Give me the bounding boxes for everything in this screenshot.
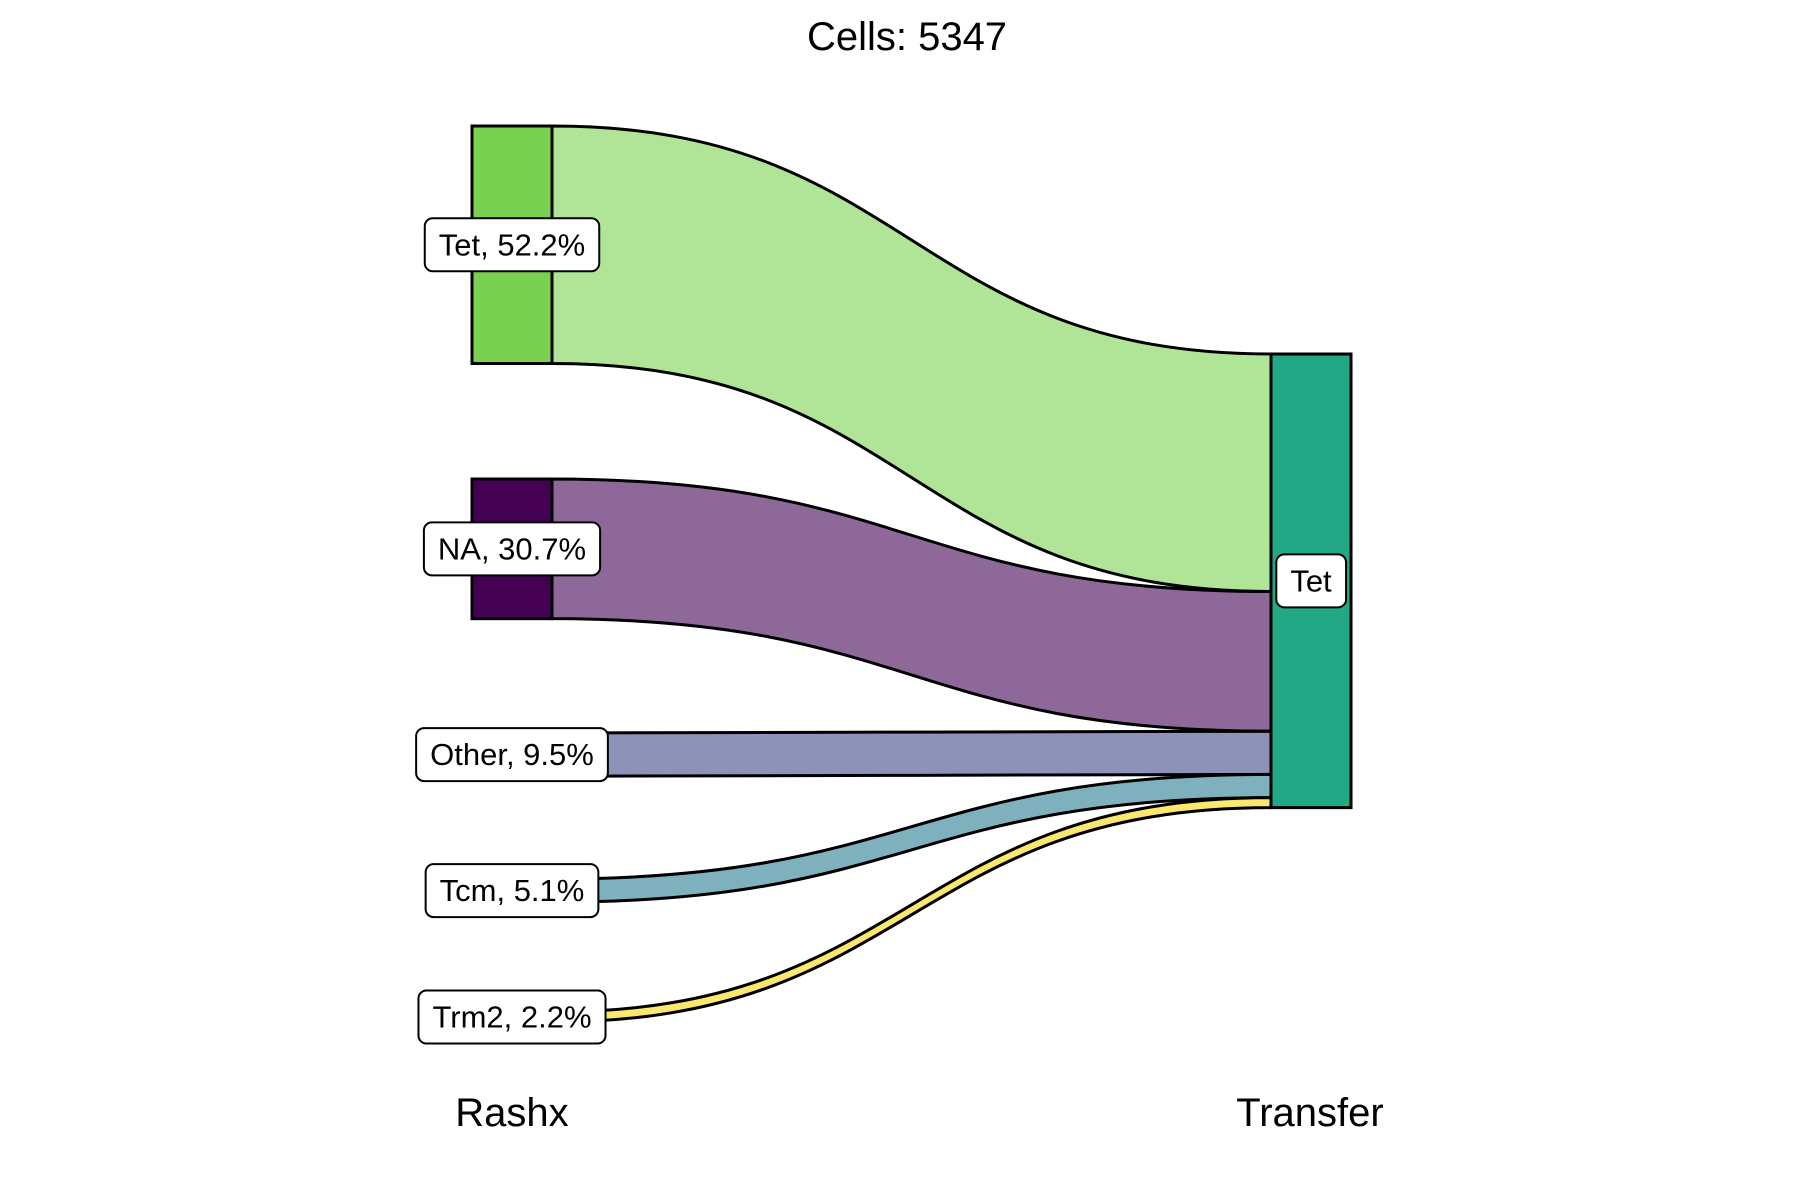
chart-title: Cells: 5347 bbox=[807, 15, 1007, 59]
source-trm2-label-group: Trm2, 2.2% bbox=[417, 989, 607, 1045]
source-tet-label-group: Tet, 52.2% bbox=[423, 217, 601, 273]
flow-other-to-tet bbox=[550, 729, 1273, 778]
source-na-label-group: NA, 30.7% bbox=[422, 521, 602, 577]
axis-label-transfer: Transfer bbox=[1236, 1091, 1383, 1135]
source-tet-label-box bbox=[423, 217, 601, 273]
source-other-label-group: Other, 9.5% bbox=[415, 727, 609, 783]
source-other-label-box bbox=[415, 727, 609, 783]
source-na-label: NA, 30.7% bbox=[438, 531, 586, 566]
source-trm2-label-box bbox=[417, 989, 607, 1045]
source-other-label: Other, 9.5% bbox=[430, 737, 594, 772]
target-tet-label: Tet bbox=[1290, 563, 1332, 598]
source-trm2-label: Trm2, 2.2% bbox=[432, 1000, 591, 1035]
source-na-label-box bbox=[422, 521, 602, 577]
target-tet-label-box bbox=[1275, 553, 1348, 609]
source-tcm-label-box bbox=[424, 863, 600, 919]
source-tcm-label-group: Tcm, 5.1% bbox=[424, 863, 600, 919]
axis-label-rashx: Rashx bbox=[455, 1091, 568, 1135]
labels-layer: Tet, 52.2% NA, 30.7% Other, 9.5% Tcm, 5.1% T… bbox=[415, 217, 1348, 1045]
flows-layer bbox=[550, 124, 1273, 1024]
target-tet-label-group: Tet bbox=[1275, 553, 1348, 609]
source-tet-label: Tet, 52.2% bbox=[439, 227, 585, 262]
flow-tcm-to-tet bbox=[550, 772, 1273, 904]
source-tcm-label: Tcm, 5.1% bbox=[440, 873, 585, 908]
